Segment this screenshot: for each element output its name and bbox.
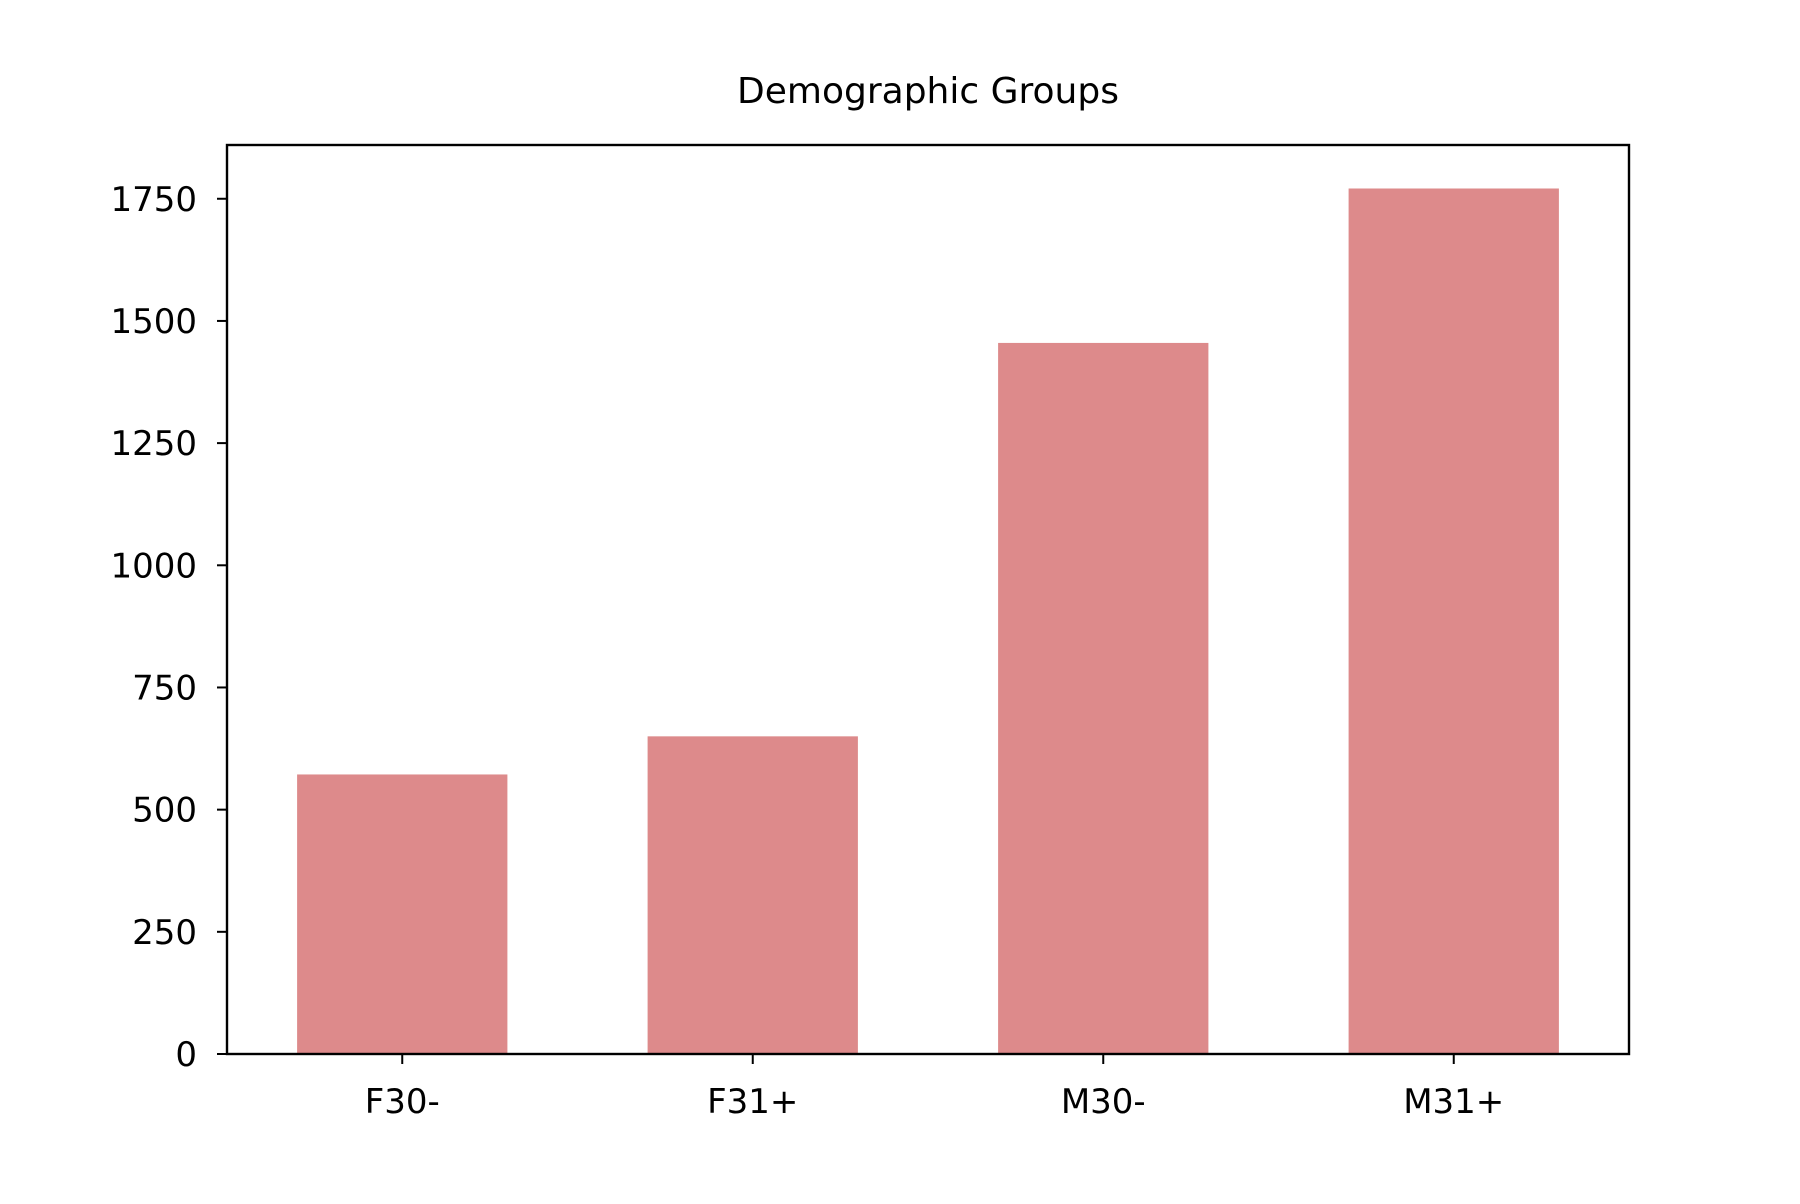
chart-title: Demographic Groups: [737, 71, 1119, 112]
bar-F31+: [647, 736, 858, 1054]
y-tick-label: 1500: [110, 302, 197, 342]
y-tick-label: 250: [132, 913, 197, 953]
y-tick-label: 1250: [110, 424, 197, 464]
plot-frame: [225, 143, 1631, 1056]
x-axis: F30- F31+ M30- M31+: [365, 1054, 1504, 1122]
y-tick-label: 1750: [110, 180, 197, 220]
bars-layer: [297, 188, 1559, 1054]
x-tick-label: F31+: [707, 1082, 798, 1122]
bar-M30-: [998, 342, 1209, 1054]
bar-F30-: [297, 774, 508, 1054]
bar-M31+: [1348, 188, 1559, 1054]
y-tick-label: 500: [132, 791, 197, 831]
y-tick-label: 1000: [110, 546, 197, 586]
y-axis: 0 250 500 750 1000 1250 1500 1750: [110, 180, 227, 1075]
x-tick-label: M30-: [1061, 1082, 1146, 1122]
x-tick-label: M31+: [1403, 1082, 1504, 1122]
x-tick-label: F30-: [365, 1082, 440, 1122]
y-tick-label: 750: [132, 668, 197, 708]
y-tick-label: 0: [175, 1035, 197, 1075]
